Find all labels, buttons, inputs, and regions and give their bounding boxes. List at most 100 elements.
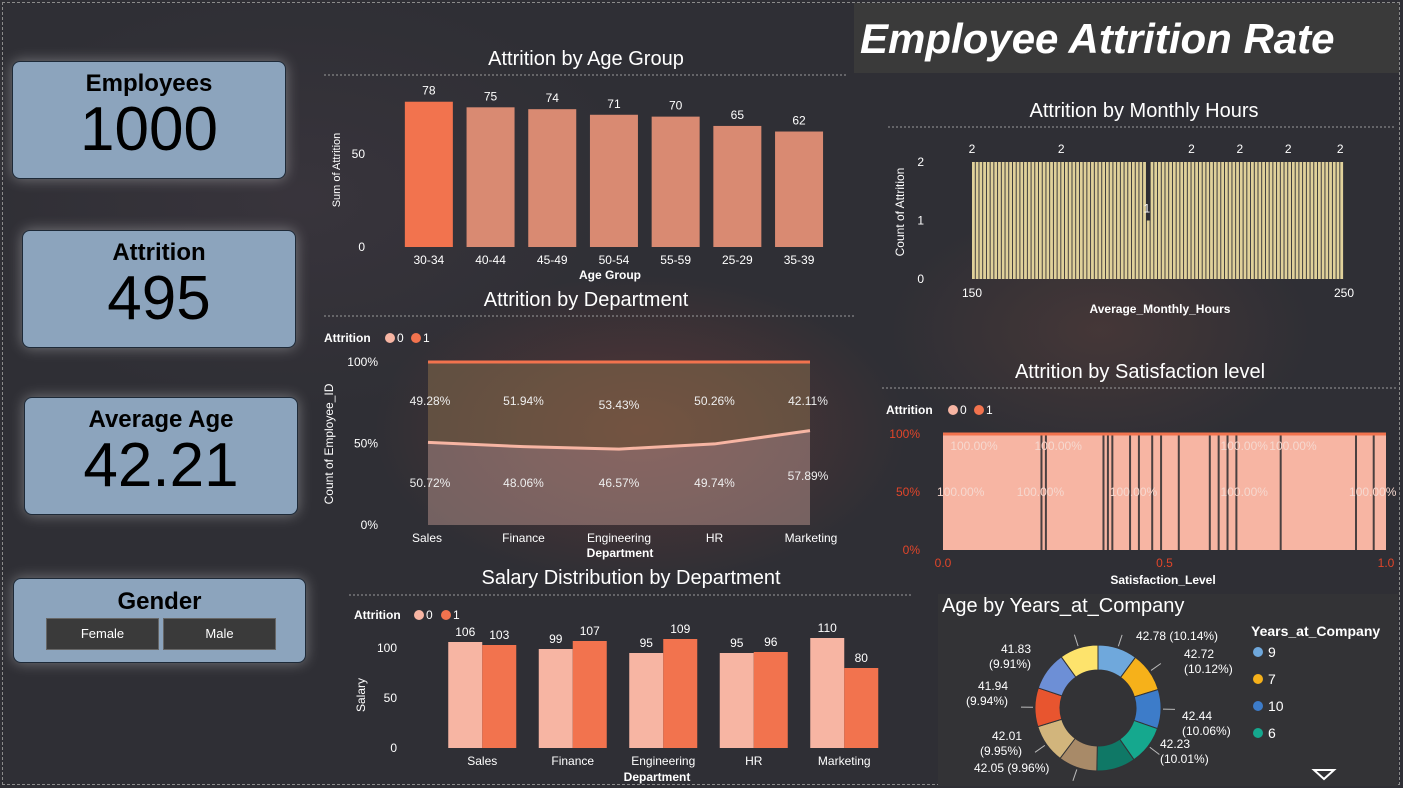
age-bar-5[interactable] bbox=[713, 125, 762, 247]
hours-bar[interactable] bbox=[1299, 162, 1303, 279]
hours-bar[interactable] bbox=[1232, 162, 1236, 279]
hours-bar[interactable] bbox=[1180, 162, 1184, 279]
hours-bar[interactable] bbox=[1206, 162, 1210, 279]
hours-bar[interactable] bbox=[994, 162, 998, 279]
hours-bar[interactable] bbox=[1005, 162, 1009, 279]
hours-bar[interactable] bbox=[1031, 162, 1035, 279]
hours-bar[interactable] bbox=[998, 162, 1001, 279]
average-age-card[interactable]: Average Age 42.21 bbox=[24, 397, 298, 515]
salary-bar-sales-1[interactable] bbox=[482, 645, 517, 748]
hours-bar[interactable] bbox=[1332, 162, 1336, 279]
hours-bar[interactable] bbox=[1247, 162, 1251, 279]
age-bar-0[interactable] bbox=[404, 101, 453, 247]
hours-bar[interactable] bbox=[1150, 162, 1154, 279]
hours-bar[interactable] bbox=[1269, 162, 1273, 279]
hours-bar[interactable] bbox=[979, 162, 983, 279]
hours-bar[interactable] bbox=[1198, 162, 1202, 279]
hours-bar[interactable] bbox=[1146, 220, 1150, 280]
gender-female-button[interactable]: Female bbox=[46, 618, 159, 650]
hours-bar[interactable] bbox=[1325, 162, 1329, 279]
hours-bar[interactable] bbox=[1169, 162, 1172, 279]
hours-bar[interactable] bbox=[1020, 162, 1024, 279]
sat-area-series-0[interactable] bbox=[943, 434, 1386, 550]
scroll-down-icon[interactable] bbox=[1311, 769, 1337, 781]
hours-bar[interactable] bbox=[1273, 162, 1277, 279]
hours-bar[interactable] bbox=[1124, 162, 1128, 279]
hours-bar[interactable] bbox=[983, 162, 986, 279]
hours-bar[interactable] bbox=[1053, 162, 1057, 279]
hours-bar[interactable] bbox=[1131, 162, 1135, 279]
hours-bar[interactable] bbox=[1213, 162, 1217, 279]
hours-bar[interactable] bbox=[1184, 162, 1187, 279]
age-bar-3[interactable] bbox=[589, 114, 638, 247]
salary-bar-hr-1[interactable] bbox=[753, 652, 788, 748]
hours-bar[interactable] bbox=[1113, 162, 1117, 279]
hours-bar[interactable] bbox=[1135, 162, 1139, 279]
hours-bar[interactable] bbox=[1303, 162, 1306, 279]
hours-bar[interactable] bbox=[1187, 162, 1191, 279]
gender-male-button[interactable]: Male bbox=[163, 618, 276, 650]
hours-bar[interactable] bbox=[1210, 162, 1213, 279]
hours-bar[interactable] bbox=[1191, 162, 1195, 279]
employees-card[interactable]: Employees 1000 bbox=[12, 61, 286, 179]
hours-bar[interactable] bbox=[1291, 162, 1295, 279]
age-bar-4[interactable] bbox=[651, 116, 700, 247]
hours-bar[interactable] bbox=[1310, 162, 1314, 279]
hours-bar[interactable] bbox=[1195, 162, 1199, 279]
hours-bar[interactable] bbox=[1277, 162, 1280, 279]
hours-bar[interactable] bbox=[1076, 162, 1079, 279]
salary-bar-finance-1[interactable] bbox=[572, 641, 607, 748]
hours-bar[interactable] bbox=[1139, 162, 1143, 279]
hours-bar[interactable] bbox=[1109, 162, 1113, 279]
hours-bar[interactable] bbox=[1258, 162, 1262, 279]
hours-bar[interactable] bbox=[1042, 162, 1046, 279]
hours-bar[interactable] bbox=[1217, 162, 1221, 279]
hours-bar[interactable] bbox=[1057, 162, 1061, 279]
hours-bar[interactable] bbox=[1284, 162, 1288, 279]
hours-bar[interactable] bbox=[1262, 162, 1265, 279]
hours-bar[interactable] bbox=[1165, 162, 1169, 279]
hours-bar[interactable] bbox=[1254, 162, 1258, 279]
hours-bar[interactable] bbox=[1176, 162, 1180, 279]
hours-bar[interactable] bbox=[1098, 162, 1102, 279]
hours-bar[interactable] bbox=[1016, 162, 1020, 279]
hours-bar[interactable] bbox=[1221, 162, 1225, 279]
hours-bar[interactable] bbox=[972, 162, 975, 279]
hours-bar[interactable] bbox=[1236, 162, 1239, 279]
hours-bar[interactable] bbox=[1172, 162, 1176, 279]
hours-bar[interactable] bbox=[990, 162, 994, 279]
hours-bar[interactable] bbox=[1336, 162, 1340, 279]
salary-bar-marketing-0[interactable] bbox=[810, 638, 845, 748]
donut-slice-9[interactable] bbox=[1060, 644, 1099, 678]
hours-bar[interactable] bbox=[1251, 162, 1254, 279]
salary-bar-engineering-0[interactable] bbox=[629, 653, 664, 748]
hours-bar[interactable] bbox=[1317, 162, 1321, 279]
hours-bar[interactable] bbox=[1161, 162, 1165, 279]
hours-bar[interactable] bbox=[1340, 162, 1344, 279]
donut-legend-label-3[interactable]: 6 bbox=[1268, 725, 1276, 741]
donut-legend-label-2[interactable]: 10 bbox=[1268, 698, 1284, 714]
attrition-card[interactable]: Attrition 495 bbox=[22, 230, 296, 348]
hours-bar[interactable] bbox=[1143, 162, 1146, 279]
hours-bar[interactable] bbox=[1329, 162, 1332, 279]
hours-bar[interactable] bbox=[1239, 162, 1243, 279]
hours-bar[interactable] bbox=[1120, 162, 1124, 279]
age-bar-6[interactable] bbox=[775, 131, 824, 247]
hours-bar[interactable] bbox=[1009, 162, 1013, 279]
hours-bar[interactable] bbox=[1094, 162, 1098, 279]
hours-bar[interactable] bbox=[1295, 162, 1299, 279]
salary-bar-marketing-1[interactable] bbox=[844, 668, 879, 748]
hours-bar[interactable] bbox=[1154, 162, 1158, 279]
salary-bar-sales-0[interactable] bbox=[448, 642, 483, 748]
salary-bar-finance-0[interactable] bbox=[538, 649, 573, 748]
hours-bar[interactable] bbox=[975, 162, 979, 279]
hours-bar[interactable] bbox=[1265, 162, 1269, 279]
age-bar-2[interactable] bbox=[528, 109, 577, 247]
hours-bar[interactable] bbox=[1079, 162, 1083, 279]
age-bar-1[interactable] bbox=[466, 107, 515, 247]
dept-area-series-0[interactable] bbox=[428, 430, 810, 525]
hours-bar[interactable] bbox=[1280, 162, 1284, 279]
hours-bar[interactable] bbox=[1061, 162, 1065, 279]
salary-bar-engineering-1[interactable] bbox=[663, 639, 698, 748]
hours-bar[interactable] bbox=[1027, 162, 1031, 279]
